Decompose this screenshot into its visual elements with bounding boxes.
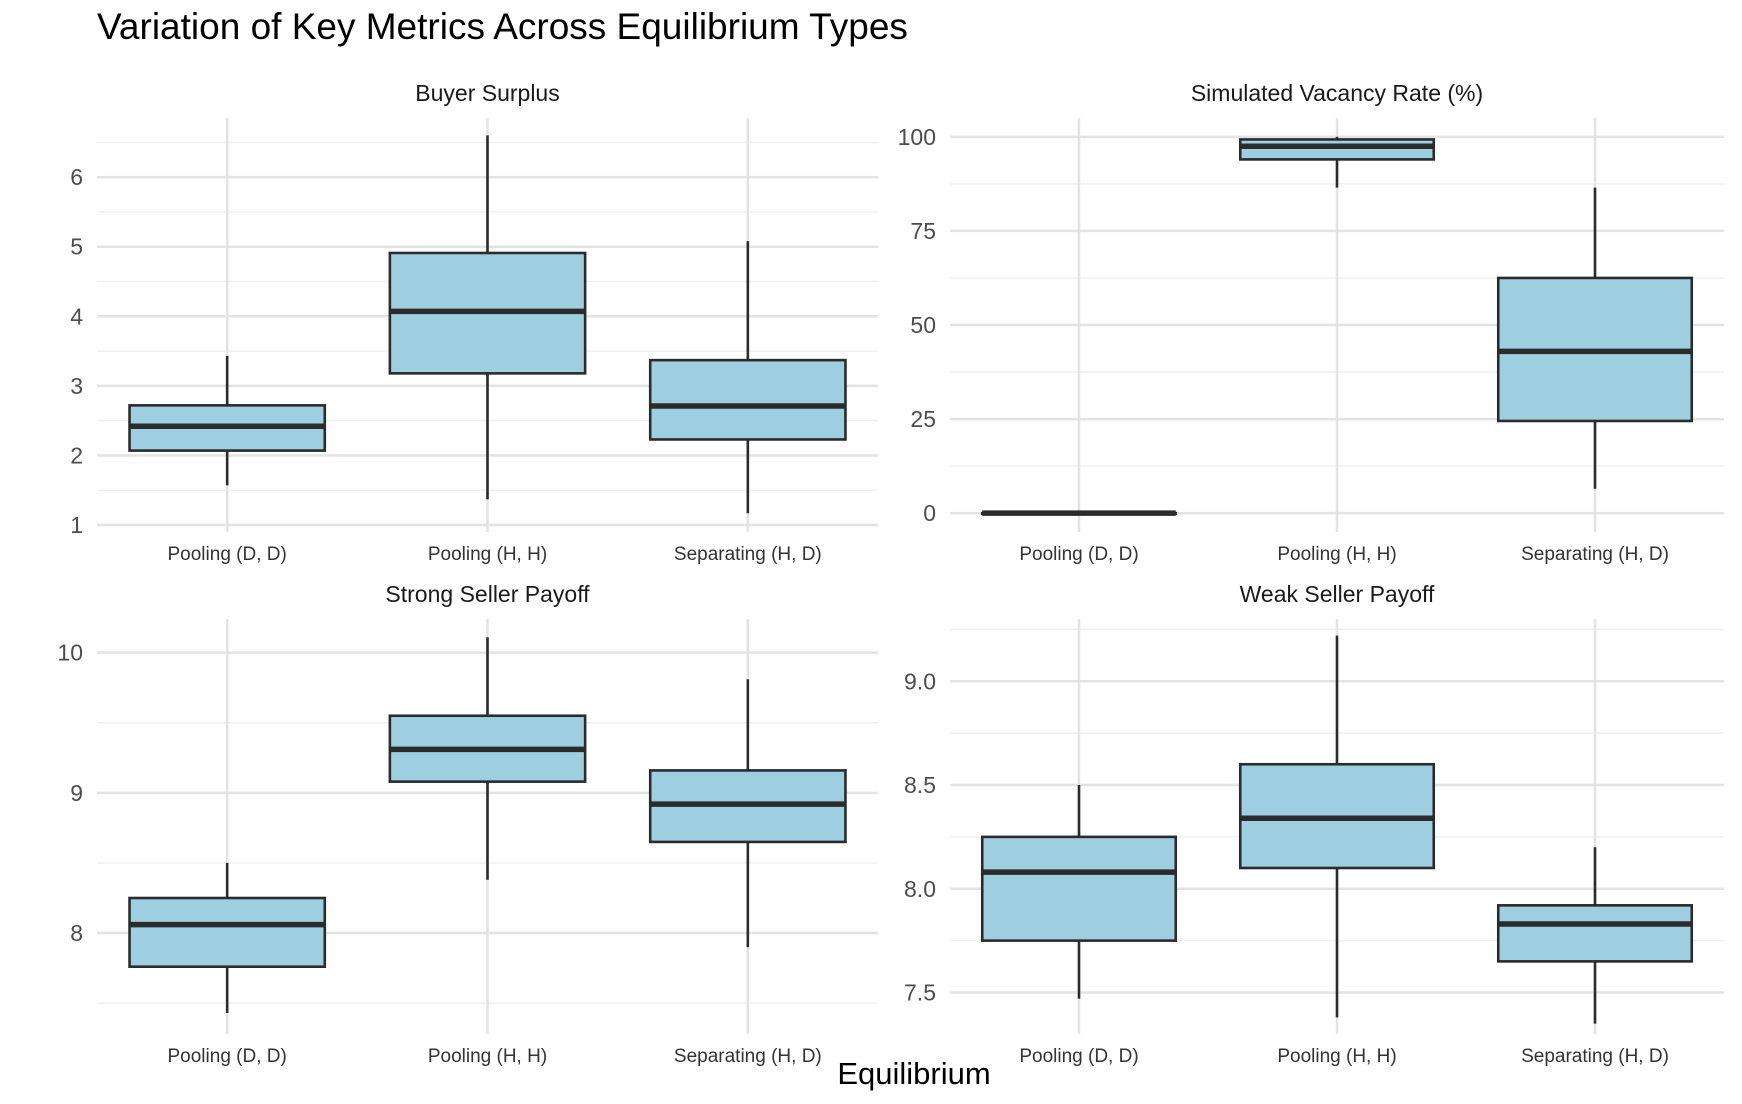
- box-iqr: [980, 835, 1178, 942]
- y-tick-label: 8.5: [904, 772, 936, 798]
- chart-title: Variation of Key Metrics Across Equilibr…: [97, 6, 908, 47]
- y-tick-label: 5: [70, 234, 83, 260]
- y-tick-label: 50: [910, 312, 936, 338]
- box-iqr: [648, 358, 847, 441]
- y-tick-label: 9.0: [904, 668, 936, 694]
- y-tick-label: 8: [70, 920, 83, 946]
- y-tick-label: 25: [910, 406, 936, 432]
- box-iqr: [128, 896, 327, 969]
- facet-title: Buyer Surplus: [415, 80, 559, 106]
- facet-panel-3: 8 9 10 Strong Seller Payoff Pooling (D, D) Po…: [57, 581, 878, 1067]
- x-tick-label: Separating (H, D): [1521, 1046, 1669, 1067]
- y-tick-label: 4: [70, 303, 83, 329]
- box-iqr: [1238, 138, 1436, 161]
- x-tick-label: Separating (H, D): [1521, 544, 1669, 565]
- y-tick-label: 2: [70, 442, 83, 468]
- facet-panel-1: 1 2 3 4 5 6 Buyer Surplus Pooling (D, D) Pooling…: [70, 80, 878, 565]
- x-tick-label: Pooling (H, H): [428, 544, 547, 565]
- facet-panel-4: 7.5 8.0 8.5 9.0 Weak Seller Payoff Pooling (D…: [904, 581, 1724, 1067]
- x-tick-label: Pooling (D, D): [168, 1046, 287, 1067]
- y-tick-label: 1: [70, 512, 83, 538]
- y-tick-label: 7.5: [904, 980, 936, 1006]
- x-tick-label: Separating (H, D): [674, 544, 822, 565]
- y-tick-label: 10: [57, 640, 83, 666]
- y-tick-label: 9: [70, 780, 83, 806]
- y-tick-label: 100: [898, 124, 936, 150]
- facet-title: Simulated Vacancy Rate (%): [1191, 80, 1483, 106]
- x-tick-label: Pooling (H, H): [428, 1046, 547, 1067]
- y-tick-label: 75: [910, 218, 936, 244]
- facet-title: Strong Seller Payoff: [385, 581, 590, 607]
- y-tick-label: 3: [70, 373, 83, 399]
- box-iqr: [1496, 904, 1694, 963]
- y-tick-label: 8.0: [904, 876, 936, 902]
- x-tick-label: Separating (H, D): [674, 1046, 822, 1067]
- x-tick-label: Pooling (D, D): [1019, 1046, 1138, 1067]
- x-tick-label: Pooling (D, D): [168, 544, 287, 565]
- x-axis-title: Equilibrium: [837, 1056, 991, 1091]
- y-tick-label: 0: [923, 500, 936, 526]
- facet-panel-2: 0 25 50 75 100 Simulated Vacancy Rate (%) Pool…: [898, 80, 1724, 565]
- x-tick-label: Pooling (H, H): [1277, 544, 1396, 565]
- y-tick-label: 6: [70, 164, 83, 190]
- x-tick-label: Pooling (H, H): [1277, 1046, 1396, 1067]
- x-tick-label: Pooling (D, D): [1019, 544, 1138, 565]
- facet-title: Weak Seller Payoff: [1240, 581, 1435, 607]
